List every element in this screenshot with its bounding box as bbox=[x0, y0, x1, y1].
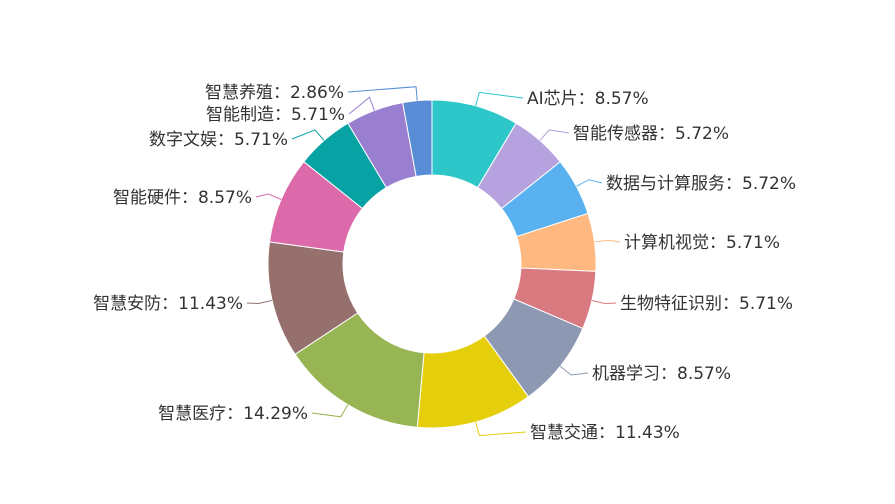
leader-line-8 bbox=[246, 299, 273, 305]
slice-label-0: AI芯片：8.57% bbox=[527, 89, 649, 109]
leader-line-9 bbox=[255, 193, 282, 200]
slice-label-4: 生物特征识别：5.71% bbox=[620, 294, 793, 314]
leader-line-12 bbox=[347, 86, 418, 101]
slice-label-10: 数字文娱：5.71% bbox=[149, 130, 288, 150]
slice-label-2: 数据与计算服务：5.72% bbox=[606, 174, 796, 194]
slice-label-8: 智慧安防：11.43% bbox=[93, 294, 243, 314]
slice-label-7: 智慧医疗：14.29% bbox=[158, 404, 308, 424]
slice-12[interactable] bbox=[402, 99, 433, 178]
leader-line-11 bbox=[348, 96, 375, 115]
slices-group bbox=[267, 99, 597, 429]
leader-line-0 bbox=[475, 91, 524, 107]
leader-line-4 bbox=[591, 300, 617, 305]
slice-label-3: 计算机视觉：5.71% bbox=[624, 233, 780, 253]
slice-label-12: 智慧养殖：2.86% bbox=[205, 83, 344, 103]
leader-line-5 bbox=[559, 365, 589, 376]
slice-label-1: 智能传感器：5.72% bbox=[573, 124, 729, 144]
leader-line-6 bbox=[475, 421, 527, 437]
leader-line-7 bbox=[311, 404, 349, 418]
slice-label-5: 机器学习：8.57% bbox=[592, 364, 731, 384]
leader-line-2 bbox=[576, 179, 603, 187]
leader-line-10 bbox=[291, 129, 325, 141]
leader-line-3 bbox=[594, 239, 621, 243]
leader-lines-group bbox=[246, 86, 621, 437]
slice-label-11: 智能制造：5.71% bbox=[206, 105, 345, 125]
labels-group: AI芯片：8.57% 智能传感器：5.72% 数据与计算服务：5.72% 计算机视觉：… bbox=[93, 83, 796, 443]
slice-label-9: 智能硬件：8.57% bbox=[113, 188, 252, 208]
leader-line-1 bbox=[539, 129, 570, 141]
slice-label-6: 智慧交通：11.43% bbox=[530, 423, 680, 443]
